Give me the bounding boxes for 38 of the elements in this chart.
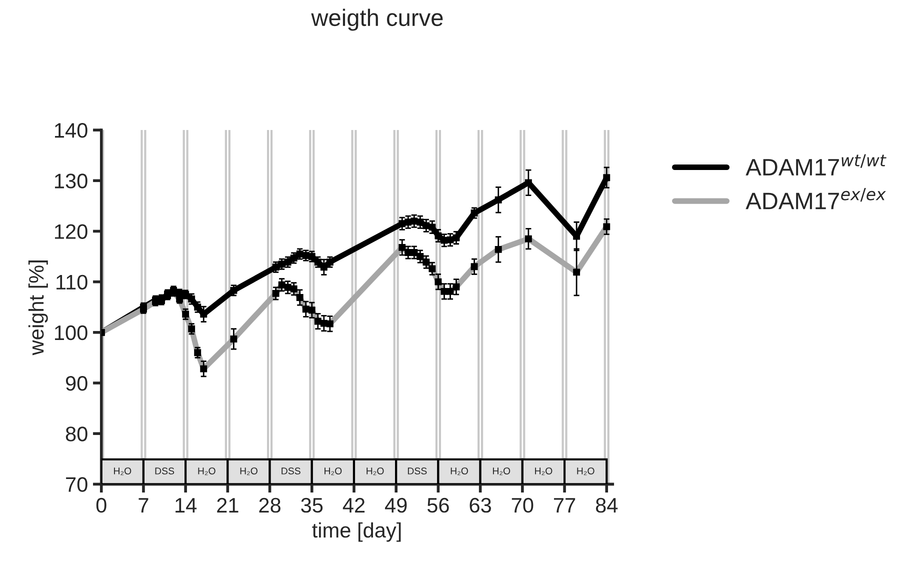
- x-tick-label: 7: [138, 498, 148, 512]
- band-label: DSS: [282, 468, 300, 474]
- chart-title: weigth curve: [311, 8, 443, 31]
- x-tick-label: 70: [512, 498, 534, 513]
- band-label: H₂O: [324, 468, 342, 476]
- x-tick-label: 28: [259, 498, 280, 513]
- y-tick-label: 80: [66, 426, 88, 442]
- x-tick-label: 63: [470, 498, 491, 513]
- x-tick-label: 56: [427, 498, 449, 513]
- x-tick-label: 21: [217, 498, 238, 512]
- legend-label: ADAM17$^{wt/wt}$: [746, 154, 886, 176]
- x-tick-label: 84: [596, 498, 618, 513]
- x-tick-label: 77: [554, 498, 576, 512]
- y-tick-label: 120: [55, 224, 88, 239]
- x-tick-label: 35: [301, 498, 323, 513]
- band-label: H₂O: [577, 468, 594, 476]
- y-axis-title: weight [%]: [28, 260, 48, 356]
- y-tick-label: 140: [55, 123, 88, 138]
- x-tick-label: 42: [342, 498, 365, 512]
- band-label: H₂O: [240, 468, 258, 476]
- x-axis-title: time [day]: [312, 522, 401, 542]
- x-tick-label: 49: [385, 498, 407, 513]
- y-tick-label: 70: [66, 477, 88, 492]
- y-tick-label: 110: [56, 274, 88, 290]
- band-label: H₂O: [450, 468, 468, 476]
- band-label: H₂O: [492, 468, 510, 476]
- y-tick-label: 130: [55, 174, 88, 188]
- x-tick-label: 14: [176, 498, 197, 512]
- y-tick-label: 90: [66, 376, 88, 391]
- legend-label: ADAM17$^{ex/ex}$: [746, 188, 886, 210]
- band-label: DSS: [408, 468, 427, 474]
- x-tick-label: 0: [96, 498, 106, 513]
- band-label: H₂O: [114, 468, 132, 476]
- y-tick-label: 100: [55, 325, 88, 340]
- band-label: DSS: [155, 468, 174, 474]
- band-label: H₂O: [535, 468, 552, 476]
- band-label: H₂O: [366, 468, 384, 476]
- band-label: H₂O: [198, 468, 216, 476]
